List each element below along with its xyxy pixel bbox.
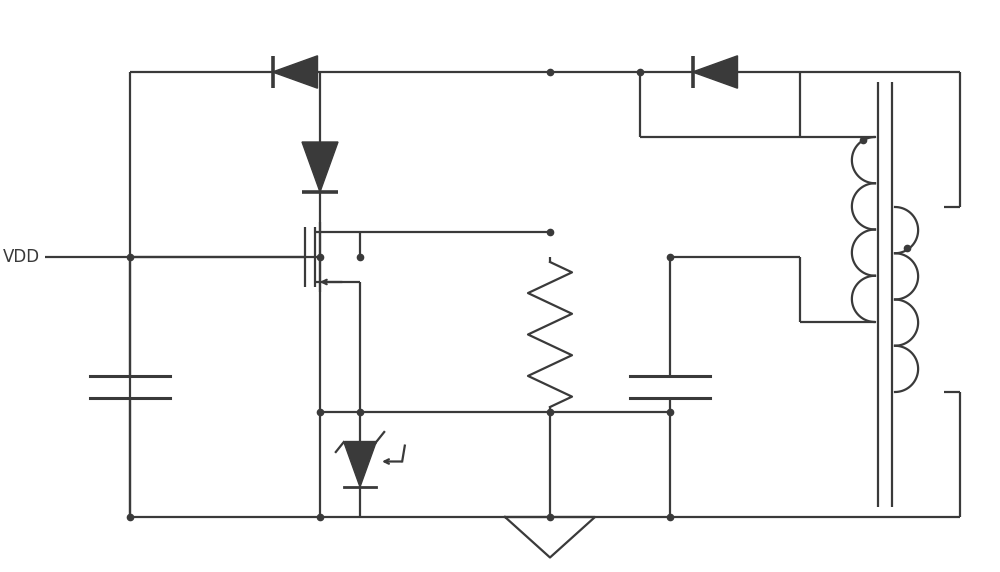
Polygon shape xyxy=(692,56,738,88)
Text: VDD: VDD xyxy=(3,248,40,266)
Polygon shape xyxy=(302,142,338,192)
Polygon shape xyxy=(272,56,318,88)
Polygon shape xyxy=(344,442,376,487)
